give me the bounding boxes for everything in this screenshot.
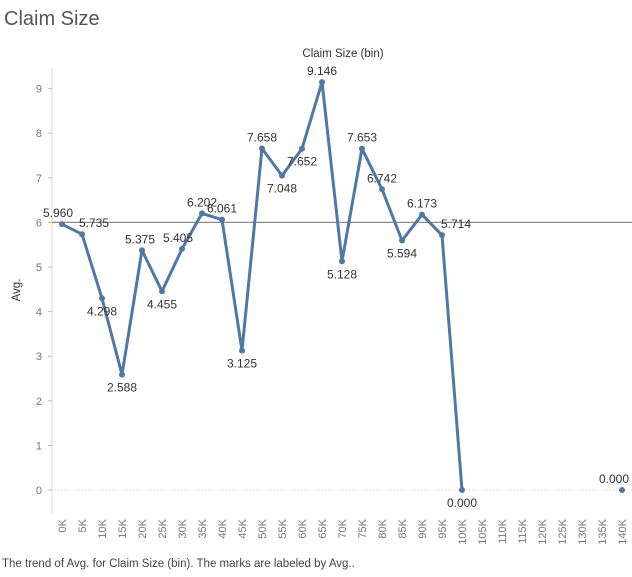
y-tick-label: 9 xyxy=(36,84,42,96)
data-point xyxy=(199,210,205,217)
data-point xyxy=(439,232,445,239)
data-point xyxy=(299,145,305,152)
data-label: 0.000 xyxy=(599,472,629,486)
x-tick-label: 110K xyxy=(497,518,509,544)
data-point xyxy=(79,231,85,238)
data-label: 6.173 xyxy=(407,197,437,211)
x-tick-label: 85K xyxy=(397,518,409,538)
x-tick-label: 60K xyxy=(297,518,309,538)
data-label: 2.588 xyxy=(107,381,137,395)
data-label: 5.375 xyxy=(125,232,155,246)
data-point xyxy=(459,487,465,493)
chart-caption: The trend of Avg. for Claim Size (bin). … xyxy=(2,558,355,570)
y-axis-title: Avg. xyxy=(11,279,23,302)
x-tick-label: 40K xyxy=(217,518,229,538)
data-point xyxy=(259,145,265,152)
x-tick-label: 25K xyxy=(157,518,169,538)
x-tick-label: 120K xyxy=(537,518,549,544)
data-label: 4.455 xyxy=(147,297,177,311)
data-point xyxy=(219,216,225,223)
data-label: 3.125 xyxy=(227,357,257,371)
data-label: 7.658 xyxy=(247,130,277,144)
x-tick-label: 15K xyxy=(117,518,129,538)
data-label: 4.298 xyxy=(87,304,117,318)
x-tick-label: 90K xyxy=(417,518,429,538)
x-tick-label: 35K xyxy=(197,518,209,538)
x-tick-label: 95K xyxy=(437,518,449,538)
data-label: 5.128 xyxy=(327,267,357,281)
x-tick-label: 20K xyxy=(137,518,149,538)
x-tick-label: 65K xyxy=(317,518,329,538)
x-tick-label: 100K xyxy=(457,518,469,544)
data-point xyxy=(279,172,285,179)
data-label: 9.146 xyxy=(307,64,337,78)
data-label: 7.653 xyxy=(347,131,377,145)
y-tick-label: 1 xyxy=(36,440,42,452)
data-point xyxy=(139,247,145,254)
x-tick-label: 5K xyxy=(77,518,89,532)
data-label: 6.742 xyxy=(367,171,397,185)
y-tick-label: 6 xyxy=(36,217,42,229)
y-tick-label: 8 xyxy=(36,128,42,140)
data-point xyxy=(239,347,245,354)
data-label: 7.652 xyxy=(287,155,317,169)
data-point xyxy=(359,145,365,152)
data-point xyxy=(179,245,185,252)
x-tick-label: 30K xyxy=(177,518,189,538)
x-tick-label: 115K xyxy=(517,518,529,544)
x-tick-label: 140K xyxy=(617,518,629,544)
x-tick-label: 135K xyxy=(597,518,609,544)
data-label: 7.048 xyxy=(267,182,297,196)
x-tick-label: 105K xyxy=(477,518,489,544)
data-label: 5.714 xyxy=(441,217,471,231)
data-point xyxy=(379,186,385,193)
data-label: 5.405 xyxy=(163,231,193,245)
data-point xyxy=(399,237,405,244)
y-tick-label: 7 xyxy=(36,173,42,185)
data-point xyxy=(59,221,65,228)
x-tick-label: 80K xyxy=(377,518,389,538)
data-label: 5.594 xyxy=(387,247,417,261)
x-tick-label: 45K xyxy=(237,518,249,538)
data-label: 6.061 xyxy=(207,202,237,216)
data-label: 6.202 xyxy=(187,195,217,209)
x-tick-label: 75K xyxy=(357,518,369,538)
x-tick-label: 55K xyxy=(277,518,289,538)
x-tick-label: 130K xyxy=(577,518,589,544)
data-point xyxy=(99,295,105,302)
chart-title: Claim Size xyxy=(4,8,100,30)
data-label: 5.735 xyxy=(79,216,109,230)
x-axis-title: Claim Size (bin) xyxy=(302,48,383,60)
x-tick-label: 50K xyxy=(257,518,269,538)
data-point xyxy=(419,211,425,218)
data-point xyxy=(619,487,625,493)
y-tick-label: 3 xyxy=(36,351,42,363)
data-label: 0.000 xyxy=(447,496,477,510)
data-label: 5.960 xyxy=(43,206,73,220)
x-tick-label: 125K xyxy=(557,518,569,544)
x-tick-label: 0K xyxy=(57,518,69,532)
y-tick-label: 0 xyxy=(36,485,42,497)
y-tick-label: 4 xyxy=(36,307,42,319)
x-tick-label: 10K xyxy=(97,518,109,538)
data-point xyxy=(119,371,125,378)
x-tick-label: 70K xyxy=(337,518,349,538)
data-point xyxy=(319,79,325,86)
data-point xyxy=(339,258,345,265)
y-tick-label: 5 xyxy=(36,262,42,274)
y-tick-label: 2 xyxy=(36,396,42,408)
data-point xyxy=(159,288,165,295)
